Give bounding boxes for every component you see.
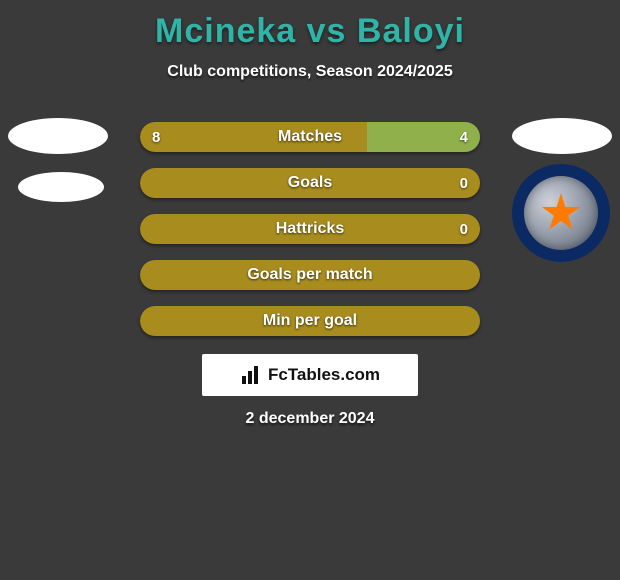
club-badge-inner [524,176,598,250]
stat-row: Matches8 4 [140,122,480,152]
bars-icon [240,366,262,384]
stat-label: Min per goal [140,312,480,330]
stat-label: Goals [140,174,480,192]
stat-row: Min per goal [140,306,480,336]
subtitle: Club competitions, Season 2024/2025 [0,63,620,81]
stat-row: Goals0 [140,168,480,198]
stat-row: Goals per match [140,260,480,290]
comparison-bars: Matches84Goals0Hattricks0Goals per match… [140,122,480,352]
page-title: Mcineka vs Baloyi [0,0,620,51]
stat-value-right: 0 [460,175,468,192]
stat-row: Hattricks0 [140,214,480,244]
stat-value-left: 8 [152,129,160,146]
stat-label: Hattricks [140,220,480,238]
placeholder-ellipse [8,118,108,154]
placeholder-ellipse [512,118,612,154]
star-icon [541,193,581,233]
placeholder-ellipse [18,172,104,202]
left-badge-column [8,118,108,220]
right-badge-column [512,118,612,262]
footer-date: 2 december 2024 [0,410,620,428]
stat-label: Goals per match [140,266,480,284]
stat-value-right: 4 [460,129,468,146]
brand-text: FcTables.com [268,365,380,385]
club-badge [512,164,610,262]
brand-box: FcTables.com [202,354,418,396]
stat-value-right: 0 [460,221,468,238]
stat-label: Matches [140,128,480,146]
